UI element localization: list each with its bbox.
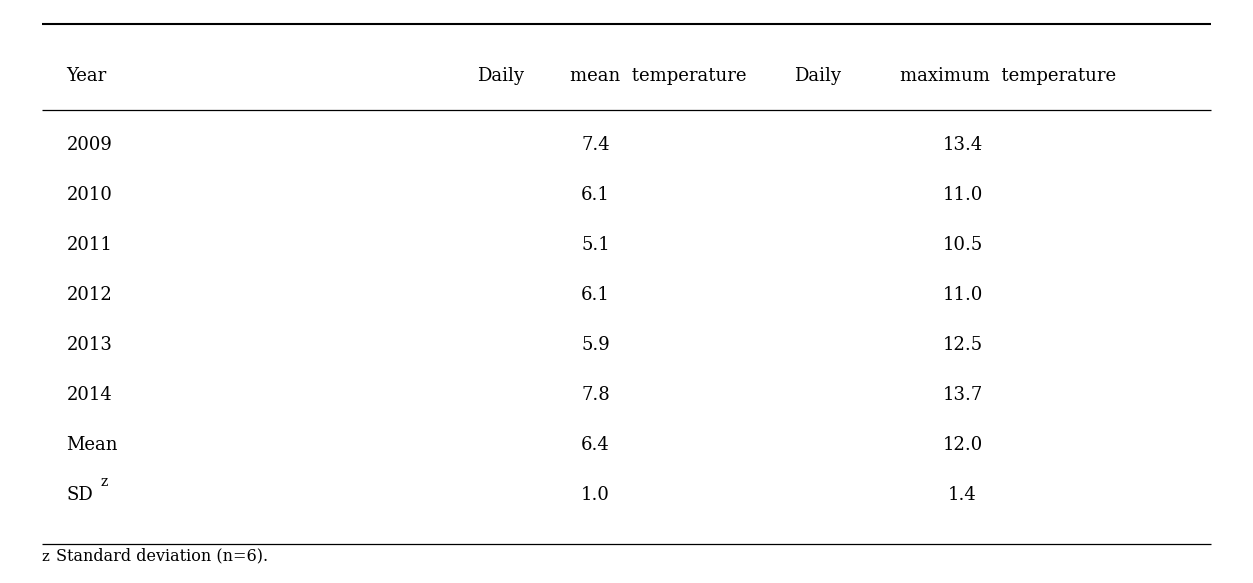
Text: Daily: Daily	[794, 67, 842, 85]
Text: 2009: 2009	[66, 136, 113, 154]
Text: 5.9: 5.9	[581, 336, 610, 354]
Text: SD: SD	[66, 486, 93, 504]
Text: maximum  temperature: maximum temperature	[901, 67, 1116, 85]
Text: 13.4: 13.4	[942, 136, 982, 154]
Text: 7.8: 7.8	[581, 386, 610, 404]
Text: 1.0: 1.0	[581, 486, 610, 504]
Text: 1.4: 1.4	[949, 486, 977, 504]
Text: 2012: 2012	[66, 286, 113, 304]
Text: 12.0: 12.0	[942, 436, 982, 454]
Text: 6.1: 6.1	[581, 286, 610, 304]
Text: 11.0: 11.0	[942, 186, 982, 204]
Text: 13.7: 13.7	[942, 386, 982, 404]
Text: 2013: 2013	[66, 336, 113, 354]
Text: 6.4: 6.4	[581, 436, 610, 454]
Text: 7.4: 7.4	[581, 136, 610, 154]
Text: 10.5: 10.5	[942, 236, 982, 254]
Text: z: z	[100, 475, 108, 489]
Text: 2014: 2014	[66, 386, 113, 404]
Text: mean  temperature: mean temperature	[570, 67, 747, 85]
Text: 11.0: 11.0	[942, 286, 982, 304]
Text: 2010: 2010	[66, 186, 113, 204]
Text: z: z	[41, 550, 49, 564]
Text: Mean: Mean	[66, 436, 118, 454]
Text: Daily: Daily	[477, 67, 524, 85]
Text: 2011: 2011	[66, 236, 113, 254]
Text: 12.5: 12.5	[942, 336, 982, 354]
Text: 6.1: 6.1	[581, 186, 610, 204]
Text: Standard deviation (n=6).: Standard deviation (n=6).	[56, 547, 268, 564]
Text: Year: Year	[66, 67, 107, 85]
Text: 5.1: 5.1	[581, 236, 610, 254]
